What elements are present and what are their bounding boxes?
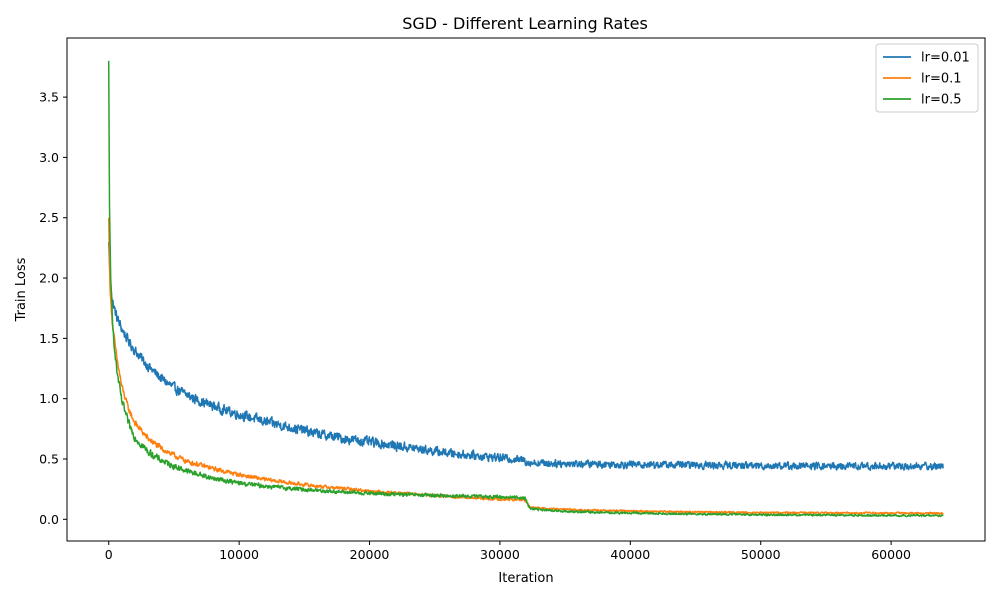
legend-box — [875, 43, 979, 113]
legend-label: lr=0.01 — [921, 51, 970, 66]
y-axis: 0.0 0.5 1.0 1.5 2.0 2.5 3.0 3.5 — [39, 90, 67, 527]
x-tick-label: 10000 — [219, 547, 259, 562]
x-tick-label: 0 — [105, 547, 113, 562]
y-tick-label: 0.5 — [39, 451, 59, 466]
y-tick-label: 3.0 — [39, 150, 59, 165]
x-tick-label: 40000 — [610, 547, 650, 562]
y-tick-label: 1.5 — [39, 331, 59, 346]
x-axis-label: Iteration — [498, 571, 553, 586]
y-tick-label: 2.0 — [39, 271, 59, 286]
x-tick-label: 30000 — [480, 547, 520, 562]
chart-title: SGD - Different Learning Rates — [402, 14, 648, 33]
x-tick-label: 50000 — [741, 547, 781, 562]
y-axis-label: Train Loss — [14, 257, 29, 322]
series-line-lr-0-5 — [107, 60, 944, 518]
y-tick-label: 3.5 — [39, 90, 59, 105]
x-tick-label: 20000 — [350, 547, 390, 562]
series-line-lr-0-1 — [107, 217, 944, 515]
y-tick-label: 2.5 — [39, 210, 59, 225]
x-axis: 0 10000 20000 30000 40000 50000 60000 — [105, 541, 911, 562]
y-tick-label: 1.0 — [39, 391, 59, 406]
axes-frame — [66, 37, 986, 542]
y-tick-label: 0.0 — [39, 512, 59, 527]
series-line-lr-0-01 — [107, 241, 944, 471]
legend: lr=0.01 lr=0.1 lr=0.5 — [875, 43, 979, 113]
legend-label: lr=0.5 — [921, 93, 962, 108]
x-tick-label: 60000 — [871, 547, 911, 562]
legend-label: lr=0.1 — [921, 72, 962, 87]
